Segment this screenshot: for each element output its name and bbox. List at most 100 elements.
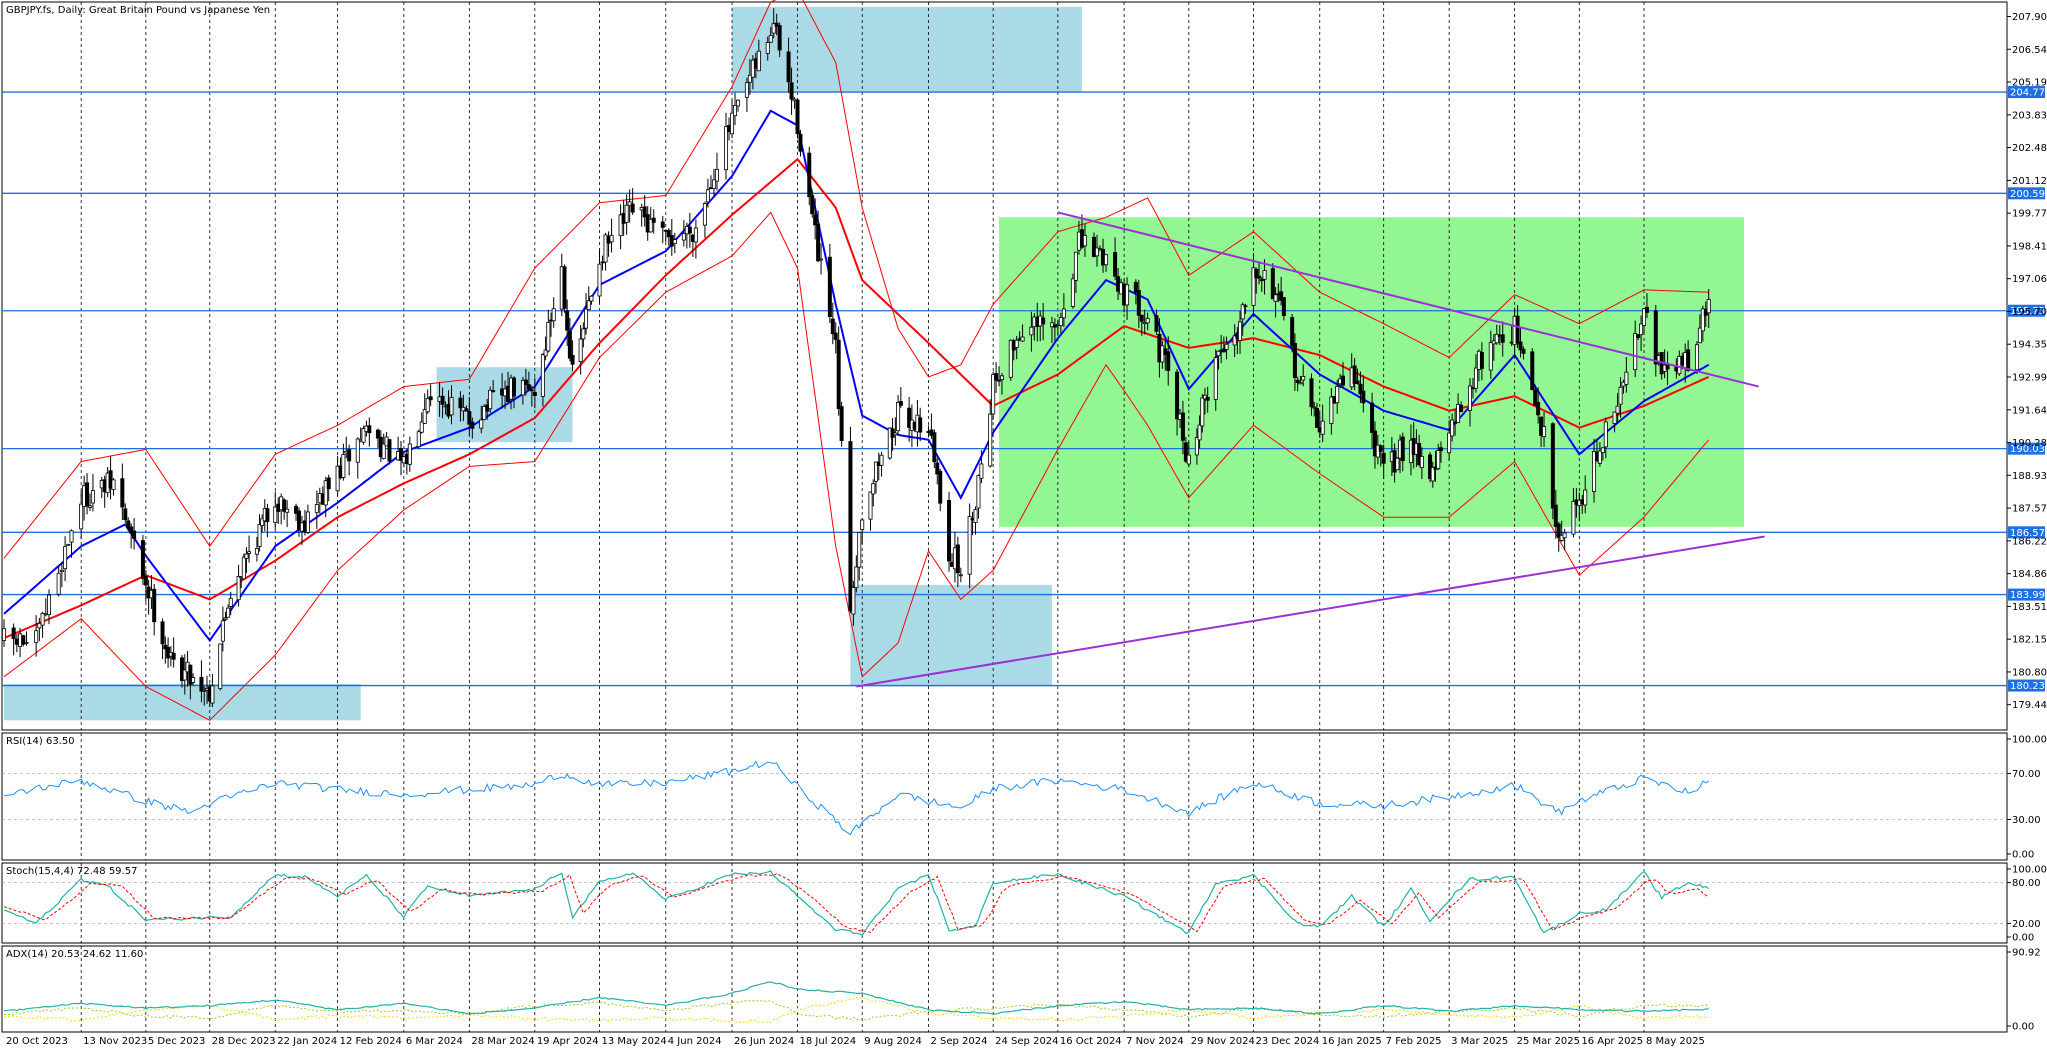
candle-bull <box>381 443 386 460</box>
candle-bull <box>56 572 61 595</box>
candle-bear <box>1539 416 1544 436</box>
candle-bull <box>1329 396 1334 424</box>
zone-blue-3 <box>850 584 1052 687</box>
candle-bull <box>1615 405 1620 414</box>
candle-bear <box>947 500 952 562</box>
trendlines-layer[interactable] <box>856 211 1765 688</box>
price-tick-label: 184.865 <box>2012 569 2047 580</box>
candle-bear <box>994 373 999 381</box>
candle-bear <box>1183 442 1188 462</box>
price-tick-label: 183.510 <box>2012 602 2047 613</box>
zone-blue-2 <box>4 684 361 721</box>
date-label: 16 Oct 2024 <box>1060 1036 1122 1047</box>
candle-bull <box>857 532 862 568</box>
price-tick-label: 190.285 <box>2012 438 2047 449</box>
range-zone-green <box>999 217 1745 527</box>
adx-minus-di-line <box>3 996 1709 1024</box>
price-tick-label: 195.705 <box>2012 307 2047 318</box>
candle-bull <box>973 509 978 523</box>
candle-bear <box>21 635 26 645</box>
levels-layer[interactable]: 204.776 200.590 195.735 190.033 186.574 183.9… <box>2 86 2047 692</box>
candle-bull <box>724 126 729 171</box>
candle-bull <box>1273 294 1278 302</box>
trendline[interactable] <box>1057 211 1759 388</box>
candle-bull <box>479 419 484 429</box>
rsi-tick-label: 0.00 <box>2012 850 2034 861</box>
candle-bull <box>43 613 48 616</box>
date-label: 23 Dec 2024 <box>1256 1036 1320 1047</box>
candle-bull <box>241 556 246 580</box>
candle-bull <box>18 633 23 647</box>
candle-bull <box>202 689 207 692</box>
candle-bull <box>257 524 262 547</box>
price-tick-label: 188.930 <box>2012 471 2047 482</box>
price-tick-label: 186.220 <box>2012 536 2047 547</box>
adx-plus-di-line <box>3 999 1710 1021</box>
candle-bull <box>887 427 892 459</box>
candle-bear <box>458 397 463 409</box>
candle-bear <box>1400 436 1405 462</box>
date-label: 5 Dec 2023 <box>148 1036 206 1047</box>
date-label: 22 Jan 2024 <box>277 1036 337 1047</box>
candle-bull <box>1494 333 1499 344</box>
candle-bear <box>1279 291 1284 301</box>
candle-bull <box>1216 350 1221 357</box>
candle-bear <box>265 508 270 523</box>
candle-bear <box>1133 281 1138 293</box>
candle-bear <box>1292 342 1297 379</box>
candle-bull <box>1320 420 1325 435</box>
candle-bull <box>182 669 187 681</box>
candle-bull <box>79 503 84 530</box>
candle-bull <box>1073 251 1078 281</box>
stoch-pane-frame[interactable] <box>1 862 2008 944</box>
candle-bull <box>1639 323 1644 336</box>
candle-bull <box>1642 308 1647 326</box>
candle-bear <box>827 256 832 317</box>
candle-bull <box>111 479 116 490</box>
candle-bear <box>511 377 516 397</box>
candle-bull <box>1597 450 1602 464</box>
date-label: 25 Mar 2025 <box>1517 1036 1580 1047</box>
candle-bear <box>123 508 128 521</box>
candle-bear <box>1479 352 1484 369</box>
candle-bear <box>830 318 835 335</box>
candle-bear <box>1361 390 1366 404</box>
candle-bull <box>868 491 873 520</box>
candle-bull <box>1697 327 1702 344</box>
candle-bear <box>774 22 779 27</box>
bollinger-layer <box>3 0 1710 721</box>
candle-bull <box>1430 467 1435 482</box>
date-label: 18 Jul 2024 <box>800 1036 857 1047</box>
trendline[interactable] <box>856 535 1765 688</box>
candle-bull <box>223 617 228 621</box>
rsi-line <box>3 760 1709 836</box>
candle-bull <box>1197 424 1202 441</box>
candle-bear <box>85 482 90 507</box>
candle-bull <box>624 204 629 223</box>
candle-bull <box>768 35 773 43</box>
price-tick-label: 206.545 <box>2012 45 2047 56</box>
candle-bear <box>132 530 137 539</box>
candle-bull <box>1395 457 1400 471</box>
candle-bull <box>2 628 7 641</box>
candle-bear <box>1438 447 1443 451</box>
candle-bull <box>260 518 265 527</box>
candle-bull <box>1419 456 1424 468</box>
date-label: 26 Jun 2024 <box>734 1036 794 1047</box>
rsi-pane-frame[interactable] <box>1 732 2008 861</box>
candle-bear <box>526 384 531 390</box>
candle-bull <box>730 112 735 135</box>
candle-bull <box>228 597 233 607</box>
adx-pane-frame[interactable] <box>1 945 2008 1033</box>
candle-bull <box>603 234 608 263</box>
price-tick-label: 203.835 <box>2012 110 2047 121</box>
candle-bear <box>1515 315 1520 344</box>
candle-bull <box>1061 308 1066 319</box>
candle-bear <box>464 408 469 412</box>
candle-bear <box>199 676 204 692</box>
candle-bear <box>687 226 692 234</box>
candle-bull <box>1014 339 1019 348</box>
candle-bear <box>1556 523 1561 538</box>
